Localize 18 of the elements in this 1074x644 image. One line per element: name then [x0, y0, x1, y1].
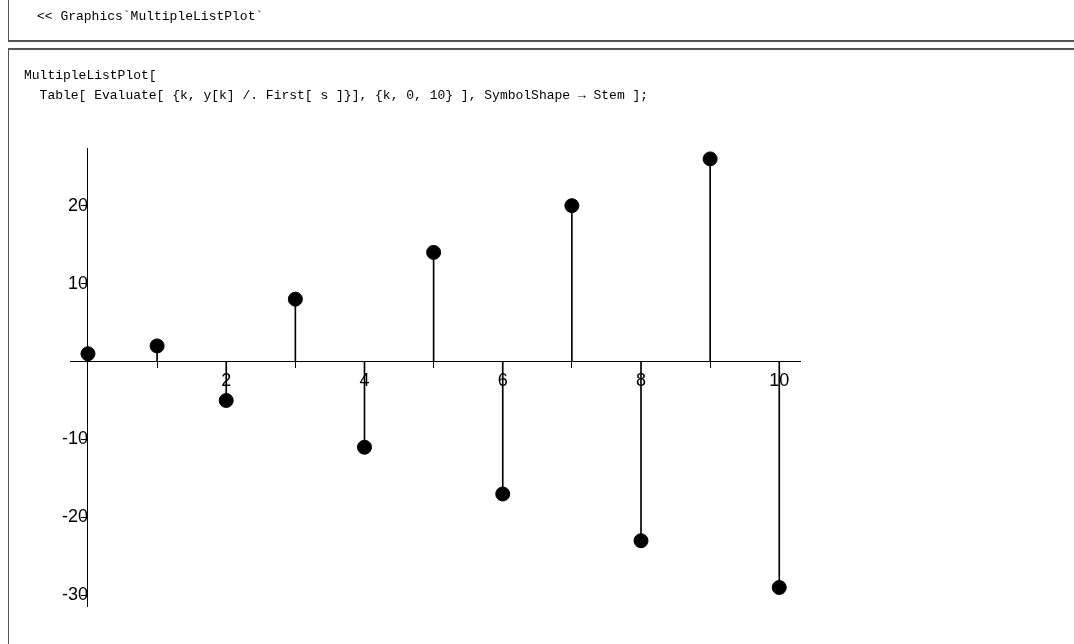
y-tick-label: -10 [61, 428, 88, 449]
point [149, 338, 165, 354]
point [771, 580, 787, 595]
text: << Graphics`MultipleListPlot` [37, 9, 264, 24]
text: MultipleListPlot[ Table[ Evaluate[ {k, y[k] /. First[ s ]}], {k, 0, 10} ], SymbolShape → Stem ]; [24, 67, 649, 105]
point [564, 198, 580, 214]
point [80, 346, 96, 362]
y-tick-label: -20 [61, 506, 88, 527]
point [495, 486, 511, 502]
point [702, 151, 718, 167]
y-tick-label: -30 [61, 584, 88, 605]
point [356, 439, 372, 455]
point [633, 533, 649, 549]
y-tick-label: 20 [67, 194, 88, 215]
point [287, 291, 303, 307]
point [426, 244, 442, 260]
y-tick-label: 10 [67, 272, 88, 293]
point [218, 392, 234, 408]
